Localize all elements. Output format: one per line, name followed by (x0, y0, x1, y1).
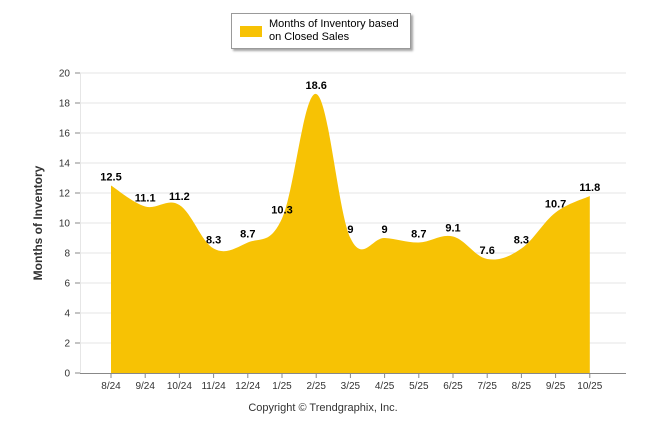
x-tick-label: 9/25 (546, 381, 566, 392)
data-label: 9 (347, 224, 353, 236)
x-tick-label: 8/25 (512, 381, 532, 392)
x-tick-label: 8/24 (101, 381, 121, 392)
x-tick-label: 9/24 (135, 381, 155, 392)
y-tick-label: 20 (59, 69, 71, 80)
data-point[interactable] (588, 194, 592, 198)
x-tick-label: 10/24 (167, 381, 192, 392)
data-point[interactable] (212, 247, 216, 251)
data-point[interactable] (554, 211, 558, 215)
y-tick-label: 4 (64, 309, 70, 320)
x-tick-label: 12/24 (235, 381, 260, 392)
data-label: 11.2 (169, 191, 190, 203)
data-point[interactable] (314, 92, 318, 96)
y-tick-label: 12 (59, 189, 71, 200)
y-tick-label: 14 (59, 159, 71, 170)
y-tick-label: 6 (64, 279, 70, 290)
data-label: 11.1 (135, 193, 156, 205)
y-tick-label: 10 (59, 219, 71, 230)
data-point[interactable] (246, 241, 250, 245)
data-label: 7.6 (480, 245, 495, 257)
x-tick-label: 2/25 (306, 381, 326, 392)
x-tick-label: 5/25 (409, 381, 429, 392)
data-label: 10.7 (545, 199, 566, 211)
area-series-fill (111, 93, 590, 373)
y-axis-title: Months of Inventory (31, 165, 45, 280)
x-tick-label: 4/25 (375, 381, 395, 392)
y-tick-label: 0 (64, 369, 70, 380)
data-label: 12.5 (100, 172, 121, 184)
x-tick-labels: 8/24 9/24 10/24 11/24 12/24 1/25 2/25 3/25 4/25 5… (101, 373, 603, 392)
legend-label: Months of Inventory based on Closed Sale… (269, 18, 399, 43)
data-labels: 12.5 11.1 11.2 8.3 8.7 10.3 18.6 9 9 8.7 9.1 7.6 8.3… (100, 80, 600, 257)
x-tick-label: 10/25 (577, 381, 602, 392)
data-point[interactable] (451, 235, 455, 239)
x-tick-label: 11/24 (201, 381, 226, 392)
data-label: 8.7 (240, 229, 255, 241)
data-label: 11.8 (579, 182, 600, 194)
data-point[interactable] (109, 184, 113, 188)
y-tick-label: 16 (59, 129, 71, 140)
legend-swatch (240, 26, 262, 37)
data-label: 10.3 (271, 205, 292, 217)
y-tick-label: 18 (59, 99, 71, 110)
y-tick-label: 8 (64, 249, 70, 260)
data-point[interactable] (280, 217, 284, 221)
data-label: 8.7 (411, 229, 426, 241)
data-point[interactable] (177, 203, 181, 207)
data-point[interactable] (417, 241, 421, 245)
x-tick-label: 6/25 (443, 381, 463, 392)
x-tick-label: 3/25 (341, 381, 361, 392)
legend[interactable]: Months of Inventory based on Closed Sale… (231, 13, 411, 49)
axes (80, 73, 626, 374)
data-label: 9.1 (445, 223, 460, 235)
data-point[interactable] (143, 205, 147, 209)
data-label: 8.3 (206, 235, 221, 247)
y-tick-label: 2 (64, 339, 70, 350)
x-tick-label: 1/25 (272, 381, 292, 392)
data-label: 18.6 (305, 80, 326, 92)
copyright-footer: Copyright © Trendgraphix, Inc. (248, 402, 398, 414)
y-tick-labels: 0 2 4 6 8 10 12 14 16 18 20 (59, 69, 80, 380)
area-series (109, 92, 592, 373)
data-point[interactable] (383, 236, 387, 240)
data-label: 9 (382, 224, 388, 236)
data-label: 8.3 (514, 235, 529, 247)
data-point[interactable] (519, 247, 523, 251)
data-point[interactable] (348, 236, 352, 240)
x-tick-label: 7/25 (477, 381, 497, 392)
data-point[interactable] (485, 257, 489, 261)
